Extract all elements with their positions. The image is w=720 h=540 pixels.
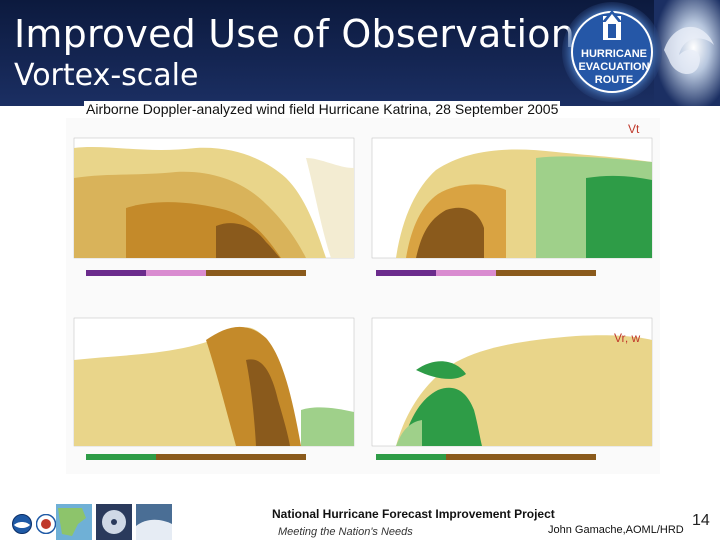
- noaa-logo-icon: [12, 514, 32, 534]
- storm-thumbnail-icon: [96, 504, 132, 540]
- sign-line: HURRICANE: [581, 48, 647, 60]
- footer-subtitle: Meeting the Nation's Needs: [278, 526, 413, 538]
- satellite-thumbnail-icon: [136, 504, 172, 540]
- footer-author: John Gamache,AOML/HRD: [548, 524, 684, 536]
- evacuation-route-text: HURRICANE EVACUATION ROUTE: [564, 48, 664, 87]
- map-thumbnail-icon: [56, 504, 92, 540]
- wind-panel-tangential: [66, 118, 660, 296]
- figure-caption: Airborne Doppler-analyzed wind field Hur…: [84, 101, 561, 117]
- footer-title: National Hurricane Forecast Improvement …: [272, 507, 555, 521]
- page-number: 14: [692, 512, 710, 529]
- hurricane-satellite-icon: [654, 0, 720, 106]
- nws-logo-icon: [36, 514, 56, 534]
- radial-vertical-wind-plot: [66, 290, 660, 474]
- sign-line: EVACUATION: [578, 61, 650, 73]
- wind-panel-radial-vertical: [66, 290, 660, 474]
- tangential-wind-plot: [66, 118, 660, 296]
- slide-title-line1: Improved Use of Observations:: [14, 12, 609, 56]
- radial-vertical-wind-label: Vr, w: [614, 331, 641, 345]
- sign-line: ROUTE: [594, 74, 634, 86]
- tangential-wind-label: Vt: [628, 122, 640, 136]
- slide-title-line2: Vortex-scale: [14, 58, 199, 93]
- evacuation-route-sign-icon: [562, 2, 662, 102]
